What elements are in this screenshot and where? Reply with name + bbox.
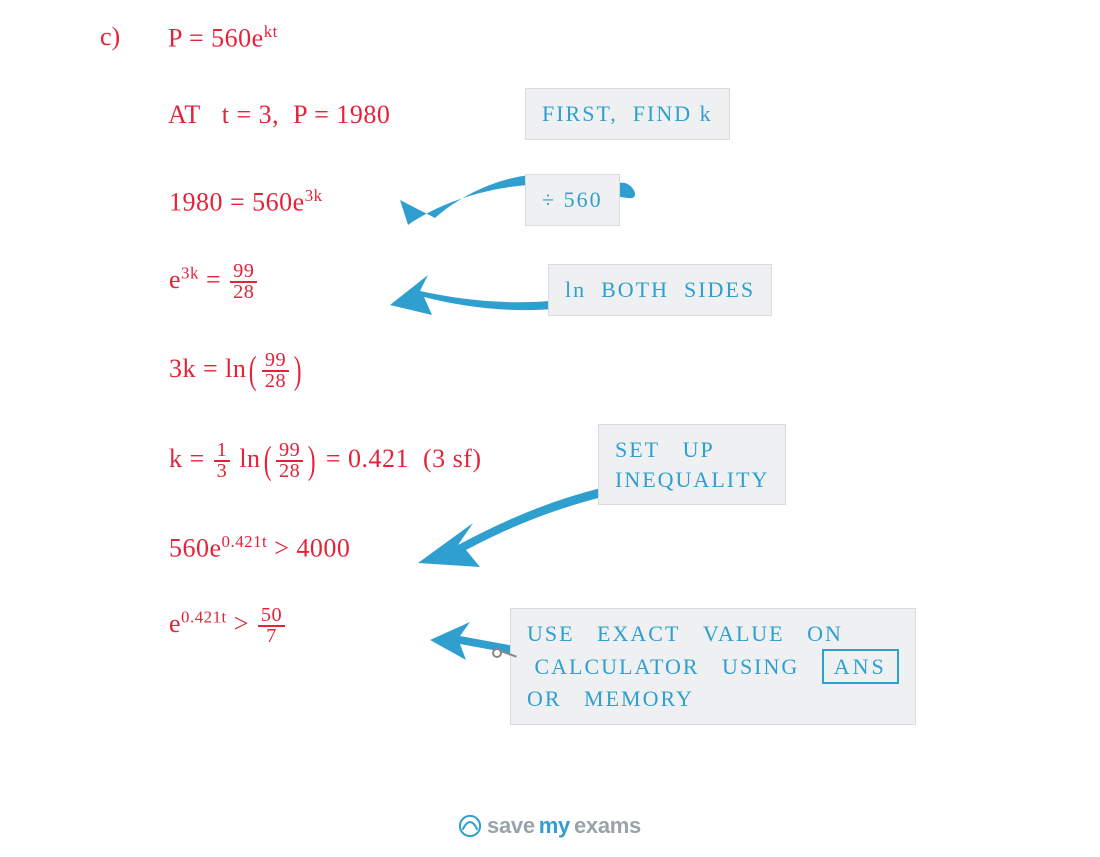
- logo: save my exams: [459, 813, 641, 839]
- callout-set-up-inequality: SET UPINEQUALITY: [598, 424, 786, 505]
- callout-use-exact-value: USE EXACT VALUE ON CALCULATOR USING ANSO…: [510, 608, 916, 725]
- logo-word-2: my: [539, 813, 570, 839]
- math-line-1: P = 560ekt: [168, 22, 278, 54]
- math-line-8: e0.421t > 507: [169, 606, 287, 647]
- logo-icon: [459, 815, 481, 837]
- math-line-5: 3k = ln(9928): [169, 348, 305, 393]
- logo-word-1: save: [487, 813, 535, 839]
- math-line-4: e3k = 9928: [169, 262, 259, 303]
- callout-ln-both-sides: ln BOTH SIDES: [548, 264, 772, 316]
- math-line-3: 1980 = 560e3k: [169, 186, 323, 218]
- pin-icon: [492, 648, 502, 658]
- callout-divide-560: ÷ 560: [525, 174, 620, 226]
- math-line-2: AT t = 3, P = 1980: [168, 100, 390, 130]
- math-line-7: 560e0.421t > 4000: [169, 532, 350, 564]
- part-label: c): [100, 22, 120, 52]
- callout-first-find-k: FIRST, FIND k: [525, 88, 730, 140]
- logo-word-3: exams: [574, 813, 641, 839]
